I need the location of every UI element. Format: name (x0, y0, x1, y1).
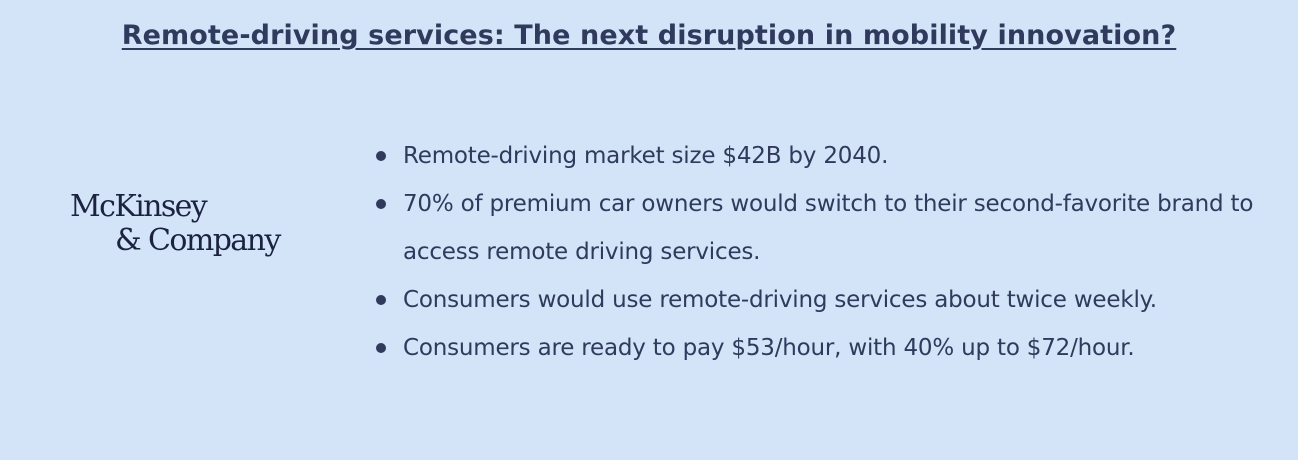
page-title: Remote-driving services: The next disrup… (121, 20, 1177, 51)
list-item-text: 70% of premium car owners would switch t… (403, 191, 1254, 265)
logo-line-1: McKinsey (70, 189, 208, 224)
list-item: Remote-driving market size $42B by 2040. (376, 132, 1276, 180)
bullet-dot-icon (376, 199, 386, 209)
list-item: 70% of premium car owners would switch t… (376, 180, 1276, 276)
bullet-dot-icon (376, 295, 386, 305)
list-item-text: Consumers are ready to pay $53/hour, wit… (403, 335, 1135, 361)
list-item: Consumers are ready to pay $53/hour, wit… (376, 324, 1276, 372)
mckinsey-logo: McKinsey & Company (70, 189, 281, 258)
bullet-dot-icon (376, 343, 386, 353)
logo-line-2: & Company (115, 223, 281, 258)
bullet-dot-icon (376, 151, 386, 161)
list-item-text: Remote-driving market size $42B by 2040. (403, 143, 889, 169)
list-item: Consumers would use remote-driving servi… (376, 276, 1276, 324)
list-item-text: Consumers would use remote-driving servi… (403, 287, 1157, 313)
bullet-list: Remote-driving market size $42B by 2040.… (376, 132, 1276, 372)
